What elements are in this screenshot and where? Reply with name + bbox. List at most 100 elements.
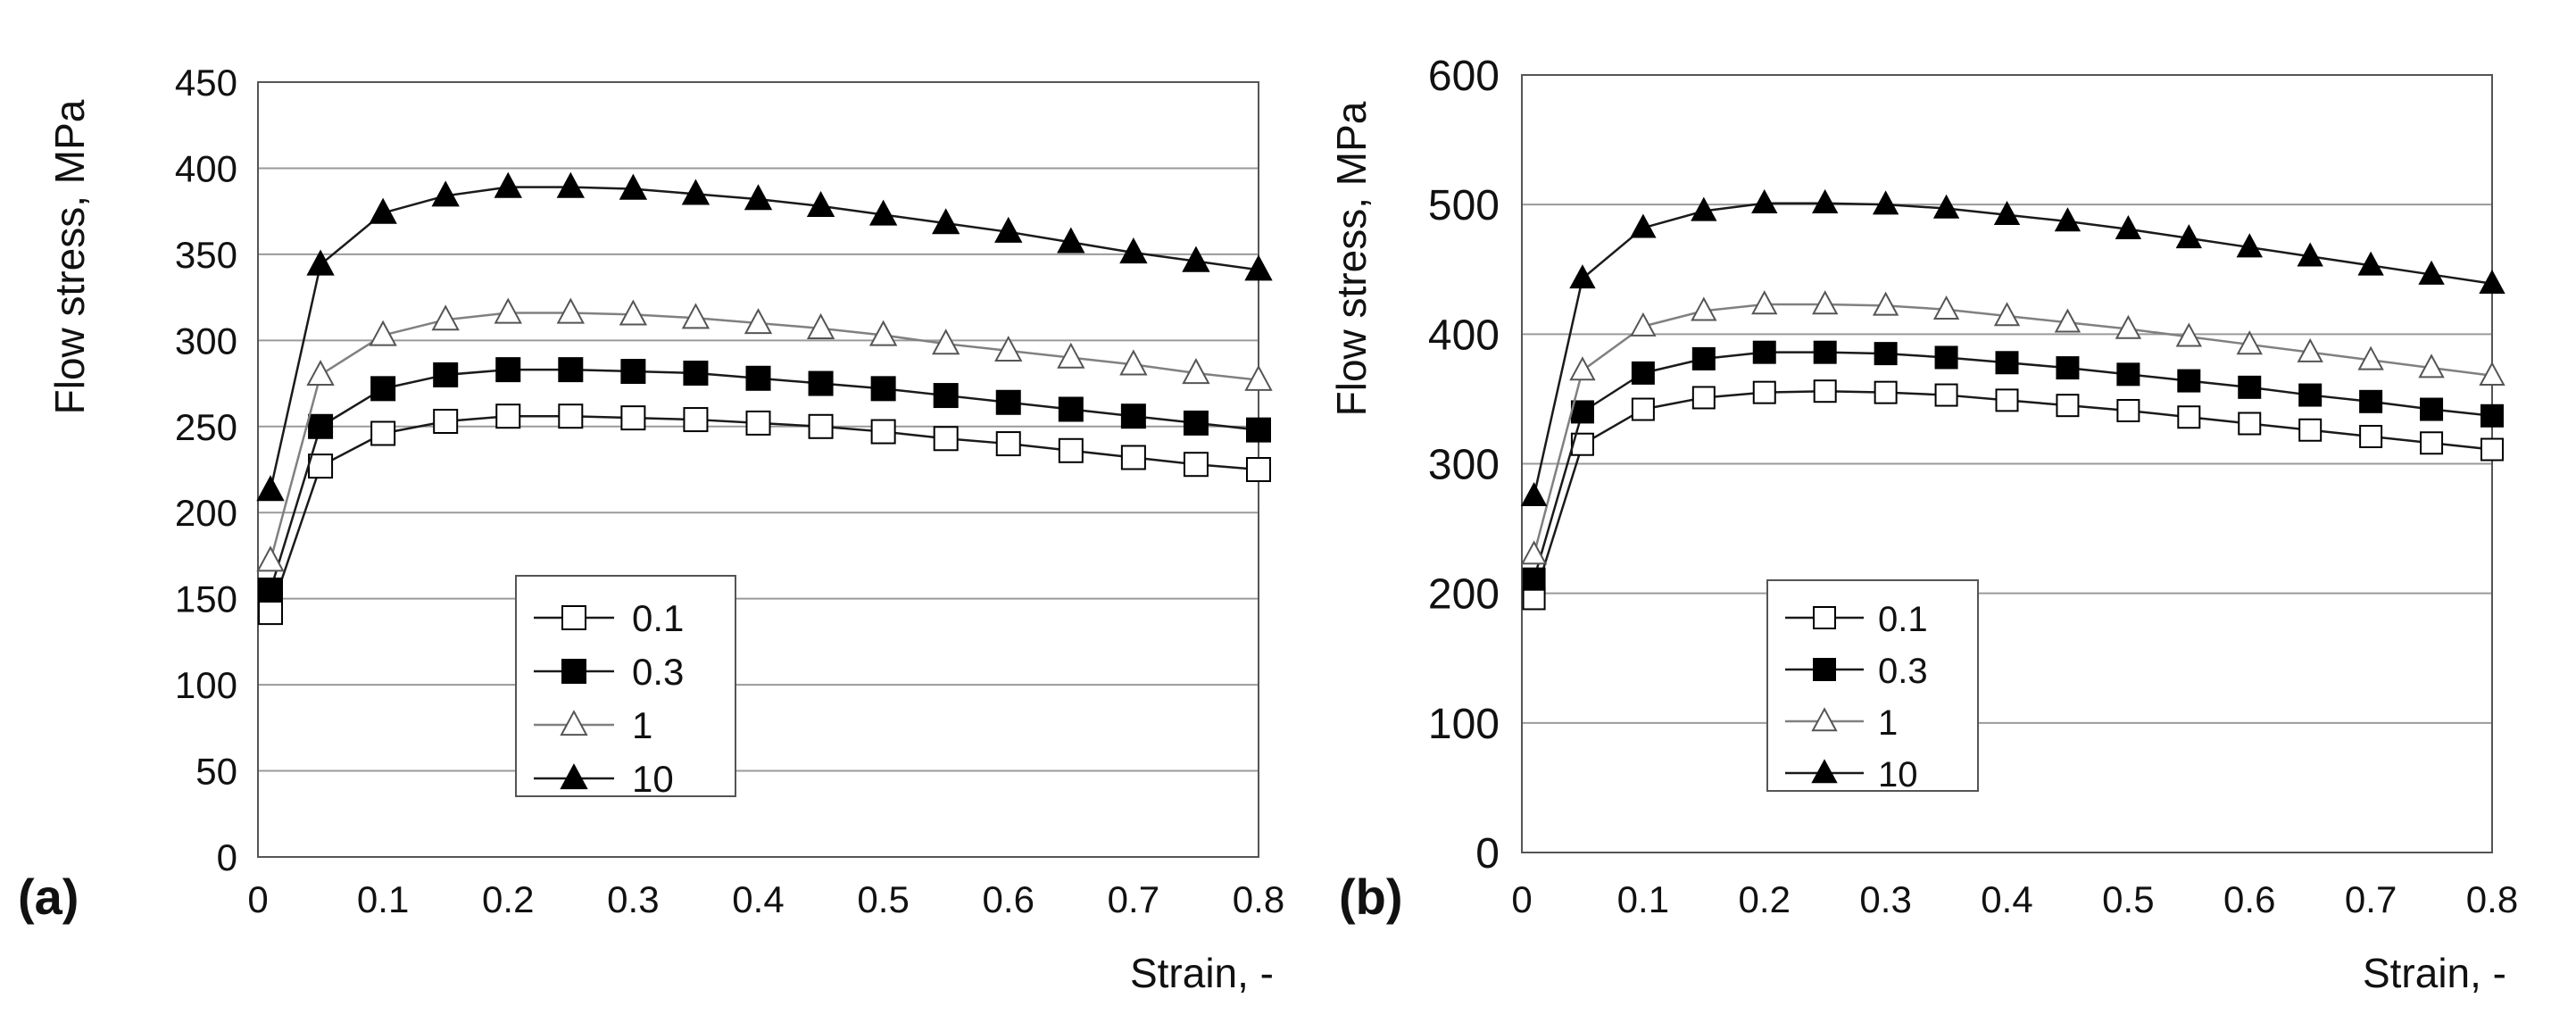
x-tick-label-a: 0.7 [1108, 878, 1159, 920]
data-point-b-1 [2418, 353, 2445, 378]
data-point-b-10 [1630, 213, 1657, 238]
x-tick-label-a: 0.3 [607, 878, 659, 920]
data-point-b-1 [2115, 314, 2142, 339]
data-point-a-0.3 [1246, 417, 1271, 443]
y-tick-label-a: 0 [217, 836, 237, 878]
data-point-a-1 [556, 297, 585, 324]
data-point-b-10 [2236, 233, 2263, 258]
x-tick-label-a: 0 [247, 878, 268, 920]
data-point-a-0.1 [258, 600, 284, 626]
data-point-a-10 [256, 475, 285, 502]
data-point-a-0.1 [808, 413, 834, 439]
y-tick-label-a: 50 [195, 751, 237, 793]
data-point-b-0.3 [1691, 346, 1716, 370]
legend-label-b: 1 [1878, 703, 1898, 743]
data-point-a-10 [994, 216, 1023, 243]
data-point-a-0.1 [1120, 445, 1146, 470]
y-tick-label-b: 100 [1428, 701, 1500, 748]
data-point-b-0.1 [2238, 412, 2262, 436]
data-point-b-1 [1751, 290, 1778, 315]
data-point-b-0.1 [1934, 383, 1958, 407]
y-tick-label-b: 200 [1428, 571, 1500, 619]
y-tick-label-b: 500 [1428, 182, 1500, 229]
data-point-b-0.1 [1752, 380, 1776, 404]
data-point-b-0.1 [2480, 437, 2504, 462]
data-point-b-0.1 [2116, 398, 2140, 422]
grid-b [1521, 74, 2493, 853]
data-point-a-0.1 [1183, 452, 1209, 478]
data-point-b-0.1 [1522, 586, 1546, 611]
legend-marker-a [561, 605, 586, 630]
legend-label-a: 0.1 [632, 597, 684, 639]
legend-label-b: 0.3 [1878, 652, 1928, 691]
data-point-a-1 [681, 303, 710, 329]
panel-label-b: (b) [1339, 869, 1403, 925]
legend-marker-b [1813, 658, 1836, 681]
data-point-b-0.3 [1874, 342, 1898, 366]
data-point-a-10 [494, 171, 522, 198]
legend-label-b: 0.1 [1878, 600, 1928, 639]
y-axis-label-a: Flow stress, MPa [46, 99, 93, 414]
legend-label-a: 10 [632, 758, 674, 800]
data-point-b-10 [1569, 264, 1596, 289]
x-tick-label-b: 0.2 [1739, 878, 1791, 920]
data-point-a-0.1 [620, 405, 646, 431]
data-point-b-10 [2115, 214, 2142, 240]
data-point-b-0.1 [1631, 397, 1655, 421]
data-point-a-0.3 [495, 357, 521, 383]
legend-items-a: 0.1 0.3 1 10 [534, 597, 684, 800]
data-point-a-0.1 [558, 403, 584, 429]
legend-box-b [1766, 579, 1979, 792]
data-point-b-0.3 [2116, 362, 2140, 387]
data-point-b-10 [1872, 190, 1899, 215]
x-ticks-b: 0 0.1 0.2 0.3 0.4 0.5 0.6 0.7 0.8 [1511, 878, 2518, 920]
data-point-b-0.1 [1813, 379, 1837, 403]
data-point-a-0.1 [370, 420, 396, 446]
x-ticks-a: 0 0.1 0.2 0.3 0.4 0.5 0.6 0.7 0.8 [247, 878, 1284, 920]
data-point-a-0.3 [933, 383, 959, 409]
data-point-b-10 [1751, 188, 1778, 213]
data-point-a-1 [744, 308, 773, 335]
data-point-a-0.3 [620, 359, 646, 385]
series-line-b-10 [1533, 202, 2493, 497]
data-point-b-10 [2054, 207, 2082, 232]
data-point-a-0.3 [1183, 410, 1209, 436]
data-point-b-0.1 [1874, 380, 1898, 404]
data-point-b-1 [1932, 295, 1960, 320]
chart-panel-b: Flow stress, MPa Strain, - (b) 010020030… [1328, 53, 2518, 996]
data-point-a-0.3 [558, 357, 584, 383]
series-line-b-0.3 [1533, 351, 2493, 580]
data-point-a-1 [619, 299, 648, 326]
data-point-b-10 [2479, 269, 2505, 294]
x-tick-label-b: 0.7 [2345, 878, 2397, 920]
data-point-a-0.1 [1246, 457, 1271, 482]
series-line-a-0.3 [269, 368, 1259, 591]
panel-label-a: (a) [18, 869, 79, 925]
x-tick-label-b: 0.6 [2223, 878, 2275, 920]
data-point-a-10 [744, 184, 773, 211]
data-point-a-1 [494, 297, 522, 324]
y-tick-label-a: 150 [175, 578, 237, 620]
data-point-b-0.3 [1934, 345, 1958, 370]
y-tick-label-a: 100 [175, 664, 237, 706]
x-tick-label-a: 0.1 [357, 878, 409, 920]
x-tick-label-b: 0.4 [1981, 878, 2032, 920]
data-point-b-1 [1993, 302, 2021, 327]
data-point-b-0.3 [2359, 389, 2383, 413]
data-point-b-0.1 [2420, 431, 2444, 455]
data-point-a-10 [1119, 237, 1148, 264]
x-tick-label-b: 0 [1511, 878, 1532, 920]
data-point-a-0.3 [258, 578, 284, 603]
series-line-a-1 [269, 312, 1259, 561]
legend-label-a: 1 [632, 704, 652, 746]
x-tick-label-a: 0.8 [1233, 878, 1284, 920]
data-point-a-1 [306, 359, 335, 387]
data-point-a-1 [1119, 349, 1148, 376]
series-a [256, 171, 1273, 626]
data-point-a-10 [681, 179, 710, 205]
y-ticks-b: 0 100 200 300 400 500 600 [1428, 53, 1500, 877]
chart-panel-a: Flow stress, MPa Strain, - (a) 050100150… [18, 62, 1284, 996]
data-point-a-10 [1244, 254, 1273, 281]
data-point-a-1 [1182, 358, 1210, 385]
data-point-b-0.3 [2238, 375, 2262, 399]
